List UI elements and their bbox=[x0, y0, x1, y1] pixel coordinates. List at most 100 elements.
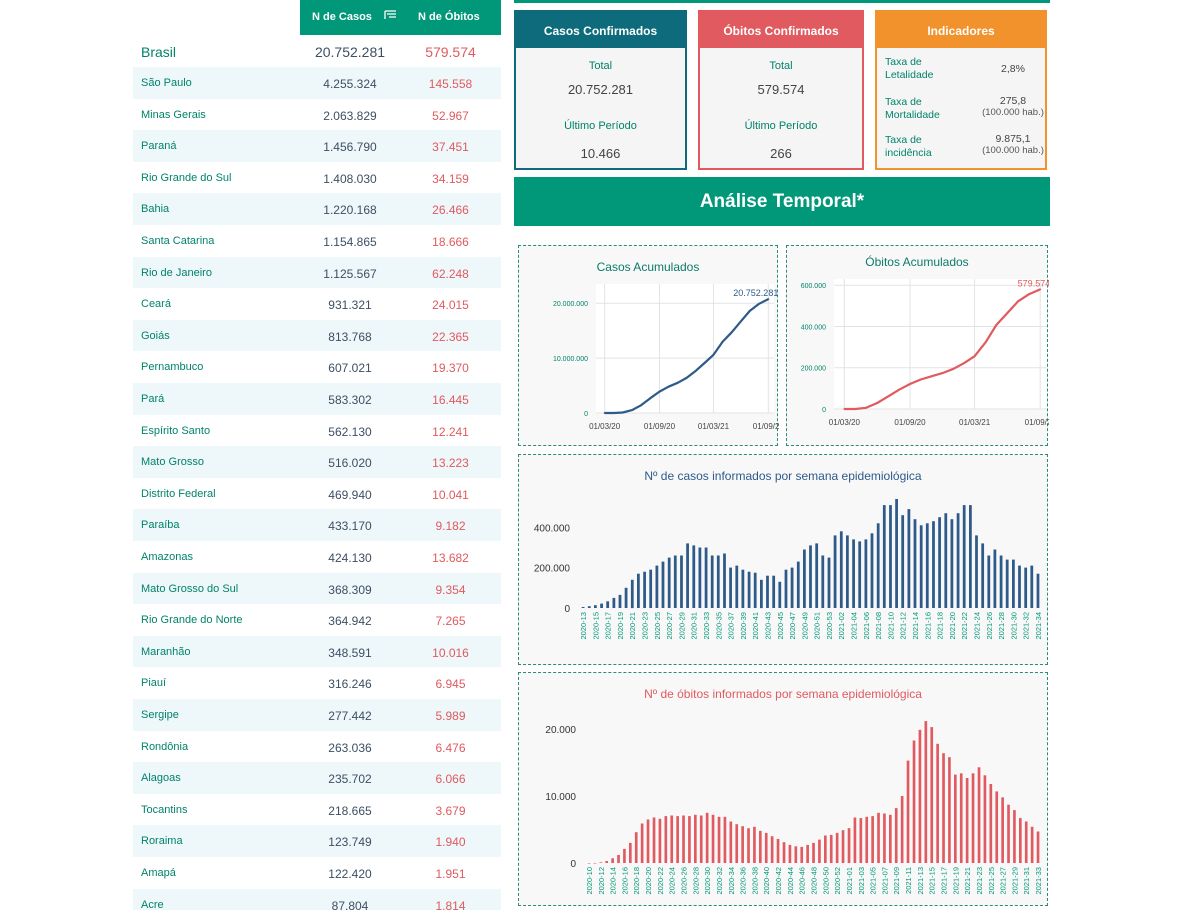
state-deaths: 34.159 bbox=[432, 171, 469, 186]
x-tick-label: 2021-17 bbox=[940, 867, 949, 895]
table-row[interactable]: Paraná 1.456.790 37.451 bbox=[133, 130, 501, 162]
data-point bbox=[730, 331, 733, 334]
bar bbox=[794, 846, 798, 863]
bar bbox=[612, 597, 616, 608]
bar bbox=[717, 816, 721, 863]
table-row[interactable]: Rio Grande do Sul 1.408.030 34.159 bbox=[133, 162, 501, 194]
bar bbox=[829, 834, 833, 863]
column-header-cases[interactable]: N de Casos bbox=[312, 11, 372, 23]
table-row[interactable]: Rio de Janeiro 1.125.567 62.248 bbox=[133, 256, 501, 289]
bar bbox=[1005, 559, 1009, 608]
x-tick-label: 2021-30 bbox=[1009, 612, 1018, 640]
bar bbox=[694, 814, 697, 863]
column-header-deaths[interactable]: N de Óbitos bbox=[418, 11, 480, 23]
y-tick-label: 0 bbox=[570, 859, 576, 870]
bar bbox=[623, 848, 626, 863]
state-cases: 2.063.829 bbox=[323, 108, 377, 123]
bar bbox=[634, 832, 638, 863]
table-row[interactable]: Minas Gerais 2.063.829 52.967 bbox=[133, 99, 501, 131]
plot-area bbox=[834, 279, 1047, 409]
indicator-lethality: Taxa de Letalidade 2,8% bbox=[885, 56, 1041, 94]
state-deaths: 10.041 bbox=[432, 487, 469, 502]
state-name: Pará bbox=[141, 393, 165, 405]
chart-cumulative-cases[interactable]: Casos Acumulados 0 10.000.000 20.000.000 01… bbox=[518, 245, 779, 447]
chart-plot[interactable]: 0 10.000.000 20.000.000 01/03/20 01/09/20 01/… bbox=[519, 246, 779, 447]
bar bbox=[705, 812, 709, 863]
table-row[interactable]: Pernambuco 607.021 19.370 bbox=[133, 351, 501, 383]
bar bbox=[944, 513, 948, 608]
data-point bbox=[676, 381, 679, 384]
table-row[interactable]: São Paulo 4.255.324 145.558 bbox=[133, 67, 501, 99]
x-tick-label: 2020-46 bbox=[798, 867, 807, 895]
data-point bbox=[941, 372, 944, 374]
bar bbox=[882, 505, 886, 608]
table-row[interactable]: Pará 583.302 16.445 bbox=[133, 383, 501, 415]
sort-filter-icon[interactable] bbox=[384, 9, 397, 22]
chart-cumulative-deaths[interactable]: Óbitos Acumulados 0 200.000 400.000 600.000… bbox=[786, 245, 1049, 447]
data-point bbox=[667, 385, 670, 388]
y-tick-label: 200.000 bbox=[534, 564, 571, 575]
x-tick-label: 2021-11 bbox=[904, 867, 913, 894]
bar bbox=[1012, 559, 1015, 608]
card-confirmed-deaths: Óbitos Confirmados Total 579.574 Último … bbox=[698, 10, 864, 170]
state-cases: 583.302 bbox=[328, 393, 372, 407]
chart-plot[interactable]: 0 200.000 400.000 600.000 01/03/20 01/09/20 01… bbox=[787, 246, 1049, 447]
bar bbox=[877, 812, 880, 863]
table-row[interactable]: Goiás 813.768 22.365 bbox=[133, 319, 501, 352]
card-confirmed-cases: Casos Confirmados Total 20.752.281 Últim… bbox=[514, 10, 687, 170]
x-tick-label: 2020-25 bbox=[653, 612, 662, 640]
x-tick-label: 2021-28 bbox=[997, 612, 1006, 640]
bar bbox=[983, 775, 987, 863]
chart-title: Casos Acumulados bbox=[596, 260, 700, 274]
table-row[interactable]: Maranhão 348.591 10.016 bbox=[133, 635, 501, 668]
data-point bbox=[876, 402, 879, 404]
bar bbox=[889, 505, 892, 608]
table-row[interactable]: Rondônia 263.036 6.476 bbox=[133, 731, 501, 763]
table-row[interactable]: Tocantins 218.665 3.679 bbox=[133, 794, 501, 826]
table-row[interactable]: Sergipe 277.442 5.989 bbox=[133, 699, 501, 731]
table-row[interactable]: Acre 87.804 1.814 bbox=[133, 888, 501, 910]
table-row[interactable]: Santa Catarina 1.154.865 18.666 bbox=[133, 225, 501, 257]
state-deaths: 145.558 bbox=[428, 77, 473, 91]
bar bbox=[788, 844, 792, 863]
table-row[interactable]: Alagoas 235.702 6.066 bbox=[133, 762, 501, 794]
x-tick-label: 2021-08 bbox=[874, 612, 883, 640]
table-row[interactable]: Amapá 122.420 1.951 bbox=[133, 857, 501, 889]
chart-title: Nº de óbitos informados por semana epide… bbox=[644, 687, 922, 701]
table-row[interactable]: Amazonas 424.130 13.682 bbox=[133, 541, 501, 573]
total-value: 20.752.281 bbox=[567, 82, 634, 97]
table-row[interactable]: Paraíba 433.170 9.182 bbox=[133, 509, 501, 541]
bar bbox=[1024, 567, 1028, 608]
bar bbox=[735, 824, 739, 863]
bar bbox=[895, 499, 898, 608]
state-name: Piauí bbox=[141, 677, 167, 690]
chart-weekly-cases[interactable]: Nº de casos informados por semana epidem… bbox=[518, 454, 1048, 665]
table-row[interactable]: Roraima 123.749 1.940 bbox=[133, 825, 501, 857]
state-name: Alagoas bbox=[141, 772, 181, 785]
x-tick-label: 2020-47 bbox=[788, 612, 797, 640]
table-row[interactable]: Mato Grosso 516.020 13.223 bbox=[133, 446, 501, 478]
x-tick-label: 01/03/21 bbox=[698, 422, 730, 431]
table-row-brasil[interactable]: Brasil 20.752.281 579.574 bbox=[133, 35, 501, 67]
state-cases: 1.408.030 bbox=[323, 171, 377, 186]
chart-weekly-deaths[interactable]: Nº de óbitos informados por semana epide… bbox=[518, 672, 1048, 906]
table-row[interactable]: Mato Grosso do Sul 368.309 9.354 bbox=[133, 572, 501, 605]
bar bbox=[699, 815, 703, 863]
data-point bbox=[963, 361, 966, 364]
y-tick-label: 200.000 bbox=[801, 366, 826, 373]
table-row[interactable]: Ceará 931.321 24.015 bbox=[133, 288, 501, 320]
table-row[interactable]: Bahia 1.220.168 26.466 bbox=[133, 193, 501, 225]
data-point bbox=[909, 383, 911, 385]
table-row[interactable]: Espírito Santo 562.130 12.241 bbox=[133, 415, 501, 447]
table-row[interactable]: Distrito Federal 469.940 10.041 bbox=[133, 478, 501, 510]
data-point bbox=[984, 341, 987, 344]
table-row[interactable]: Rio Grande do Norte 364.942 7.265 bbox=[133, 604, 501, 636]
bar bbox=[948, 757, 951, 863]
bar bbox=[959, 773, 963, 863]
x-tick-label: 2021-21 bbox=[963, 867, 972, 895]
bar bbox=[835, 832, 839, 863]
table-row[interactable]: Piauí 316.246 6.945 bbox=[133, 667, 501, 699]
